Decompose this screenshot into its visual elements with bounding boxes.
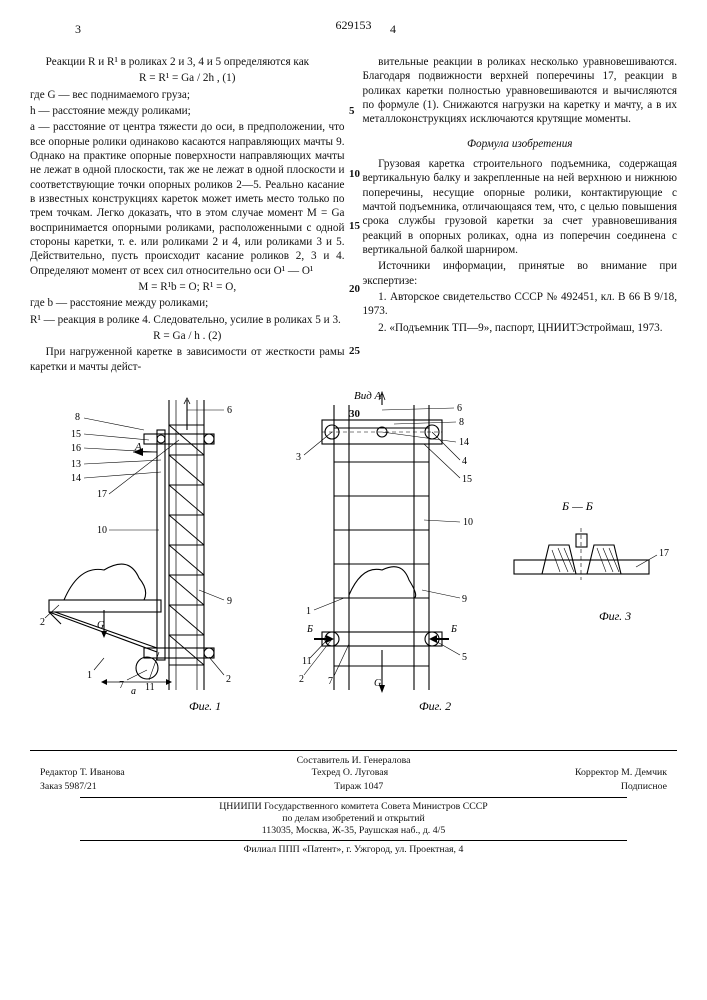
formula-2: M = R¹b = O; R¹ = O, [30, 280, 345, 294]
right-p3: Источники информации, принятые во вниман… [363, 259, 678, 288]
svg-text:A: A [134, 441, 142, 453]
footer-tirage: Тираж 1047 [334, 781, 383, 793]
fig2-c-14: 14 [459, 437, 469, 448]
fig2-c-4: 4 [462, 456, 467, 467]
fig1-c-12: 12 [39, 617, 45, 628]
fig1-c-G: G [97, 620, 104, 631]
fig2-c-2: 2 [299, 674, 304, 685]
fig3-c-17: 17 [659, 548, 669, 559]
footer-org1: ЦНИИПИ Государственного комитета Совета … [30, 801, 677, 813]
fig1-c-15: 15 [71, 429, 81, 440]
footer-subscr: Подписное [621, 781, 667, 793]
fig1-c-9: 9 [227, 596, 232, 607]
line-marker-10: 10 [349, 168, 360, 180]
fig1-c-2: 2 [226, 674, 231, 685]
fig3: Б — Б [514, 499, 669, 623]
fig2-c-3: 3 [296, 452, 301, 463]
footer-corrector: Корректор М. Демчик [575, 767, 667, 779]
right-p5: 2. «Подъемник ТП—9», паспорт, ЦНИИТЭстро… [363, 321, 678, 335]
fig2-c-1: 1 [306, 606, 311, 617]
formula-1: R = R¹ = Ga / 2h , (1) [30, 71, 345, 85]
figure-svg: 6 8 15 16 13 14 17 10 12 1 7 11 2 G [39, 390, 669, 740]
fig1-c-13: 13 [71, 459, 81, 470]
fig2-c-5: 5 [462, 652, 467, 663]
right-p2: Грузовая каретка строительного подъемник… [363, 157, 678, 257]
fig2-c-9: 9 [462, 594, 467, 605]
left-p2: где G — вес поднимаемого груза; [30, 88, 345, 102]
line-marker-25: 25 [349, 345, 360, 357]
fig2-c-6: 6 [457, 403, 462, 414]
fig1-c-14: 14 [71, 473, 81, 484]
formula-3: R = Ga / h . (2) [30, 329, 345, 343]
line-marker-5: 5 [349, 105, 355, 117]
section-title: Формула изобретения [363, 137, 678, 151]
footer: Составитель И. Генералова Редактор Т. Ив… [30, 750, 677, 857]
fig1-label: Фиг. 1 [189, 699, 221, 713]
fig2-title: Вид А [354, 390, 382, 402]
svg-text:Б: Б [450, 624, 457, 635]
fig2-c-7: 7 [328, 676, 333, 687]
fig2-label: Фиг. 2 [419, 699, 451, 713]
line-marker-20: 20 [349, 283, 360, 295]
left-p4: a — расстояние от центра тяжести до оси,… [30, 120, 345, 278]
footer-print: Филиал ППП «Патент», г. Ужгород, ул. Про… [30, 844, 677, 856]
fig2-c-11: 11 [302, 656, 312, 667]
fig1-c-6: 6 [227, 405, 232, 416]
left-p3: h — расстояние между роликами; [30, 104, 345, 118]
footer-order: Заказ 5987/21 [40, 781, 97, 793]
text-columns: Реакции R и R¹ в роликах 2 и 3, 4 и 5 оп… [30, 55, 677, 376]
fig2-c-10: 10 [463, 517, 473, 528]
page-number-left: 3 [75, 22, 81, 37]
svg-text:Б: Б [306, 624, 313, 635]
figures: 6 8 15 16 13 14 17 10 12 1 7 11 2 G [30, 390, 677, 740]
fig1-c-16: 16 [71, 443, 81, 454]
fig1-c-1: 1 [87, 670, 92, 681]
fig1-c-a: a [131, 686, 136, 697]
fig1-c-7: 7 [119, 680, 124, 691]
right-p4: 1. Авторское свидетельство СССР № 492451… [363, 290, 678, 319]
page-number-right: 4 [390, 22, 396, 37]
line-marker-15: 15 [349, 220, 360, 232]
fig3-label: Фиг. 3 [599, 609, 631, 623]
footer-addr: 113035, Москва, Ж-35, Раушская наб., д. … [30, 825, 677, 837]
fig1-c-11: 11 [145, 682, 155, 693]
fig1-c-17: 17 [97, 489, 107, 500]
fig1-c-8: 8 [75, 412, 80, 423]
line-marker-30: 30 [349, 408, 360, 420]
left-column: Реакции R и R¹ в роликах 2 и 3, 4 и 5 оп… [30, 55, 345, 376]
footer-compiler: Составитель И. Генералова [30, 755, 677, 767]
fig3-title: Б — Б [561, 499, 593, 513]
fig2-c-8: 8 [459, 417, 464, 428]
footer-tech: Техред О. Луговая [312, 767, 389, 779]
fig2-c-15: 15 [462, 474, 472, 485]
fig2: Вид А [296, 390, 473, 713]
left-p6: R¹ — реакция в ролике 4. Следовательно, … [30, 313, 345, 327]
footer-org2: по делам изобретений и открытий [30, 813, 677, 825]
left-p7: При нагруженной каретке в зависимости от… [30, 345, 345, 374]
left-p5: где b — расстояние между роликами; [30, 296, 345, 310]
right-column: вительные реакции в роликах несколько ур… [363, 55, 678, 376]
right-p1: вительные реакции в роликах несколько ур… [363, 55, 678, 127]
footer-editor: Редактор Т. Иванова [40, 767, 125, 779]
left-p1: Реакции R и R¹ в роликах 2 и 3, 4 и 5 оп… [30, 55, 345, 69]
fig1-c-10: 10 [97, 525, 107, 536]
fig1: 6 8 15 16 13 14 17 10 12 1 7 11 2 G [39, 398, 232, 713]
fig2-c-G: G [374, 678, 381, 689]
doc-number: 629153 [30, 18, 677, 33]
